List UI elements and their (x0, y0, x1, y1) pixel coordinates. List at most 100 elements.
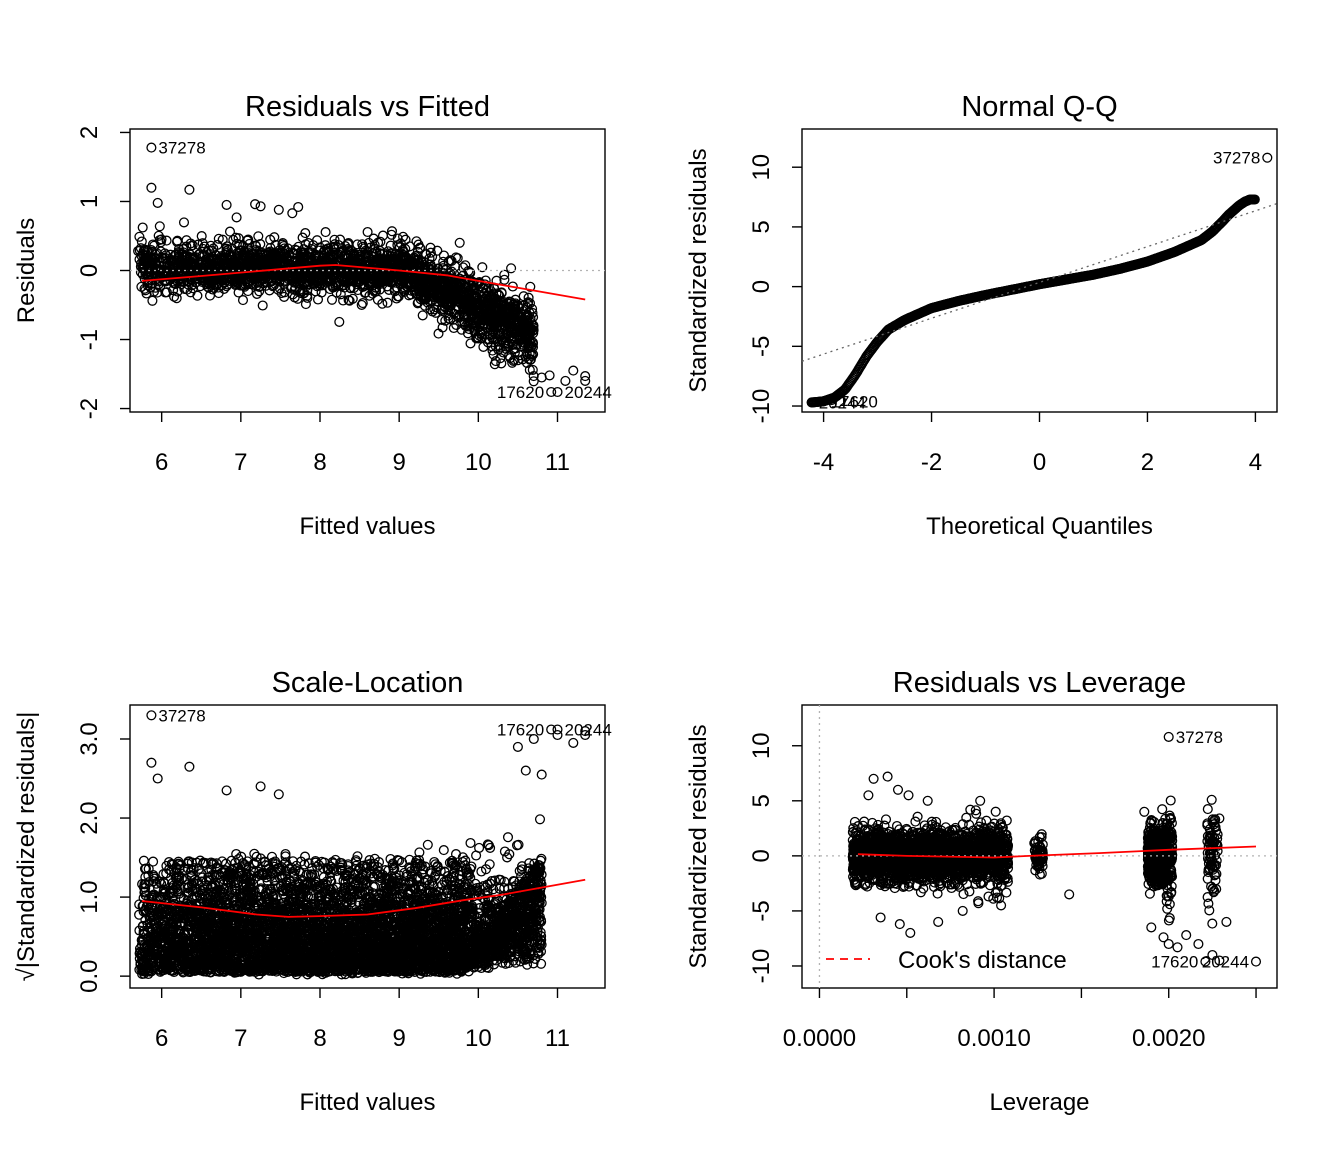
resid-fitted-point-label: 17620 (497, 383, 544, 402)
resid-fitted-point (230, 280, 241, 291)
resid-fitted-point (269, 232, 280, 243)
resid-fitted-y-tick-label: 1 (76, 195, 103, 208)
resid-fitted-point (138, 256, 149, 267)
resid-fitted-point (357, 298, 368, 309)
resid-fitted-point (502, 298, 513, 309)
resid-fitted-point (222, 263, 233, 274)
scale-location-point (534, 814, 546, 825)
resid-fitted-point (257, 247, 268, 258)
resid-fitted-point (300, 264, 311, 275)
scale-location-x-tick-label: 9 (392, 1025, 405, 1052)
resid-fitted-point (195, 268, 206, 279)
resid-fitted-point (411, 288, 422, 299)
resid-fitted-point (326, 294, 338, 305)
resid-fitted-point (521, 334, 532, 345)
resid-fitted-point (329, 278, 340, 289)
resid-fitted-point (253, 231, 264, 242)
resid-fitted-x-tick-label: 10 (465, 449, 492, 476)
resid-fitted-point (580, 371, 591, 382)
scale-location-point (474, 842, 485, 853)
resid-fitted-point (425, 304, 436, 315)
resid-fitted-point (395, 271, 406, 282)
normal-qq-labeled-point (806, 397, 817, 408)
resid-fitted-point (295, 247, 306, 258)
scale-location-points (134, 726, 591, 980)
resid-fitted-point (433, 328, 444, 339)
resid-fitted-point (506, 263, 517, 274)
resid-fitted-point (580, 375, 591, 386)
resid-fitted-point (389, 254, 400, 265)
resid-fitted-point (262, 274, 273, 285)
resid-fitted-point (221, 199, 232, 210)
normal-qq-point-label: 20244 (819, 393, 866, 412)
resid-fitted-point (352, 239, 363, 250)
resid-fitted-point (302, 279, 313, 290)
resid-fitted-point (473, 278, 484, 289)
resid-fitted-point (268, 253, 279, 264)
resid-fitted-point (338, 295, 349, 306)
resid-fitted-point (416, 275, 427, 286)
resid-fitted-point (425, 247, 436, 258)
normal-qq-y-tick-label: 5 (748, 220, 775, 233)
resid-fitted-point (140, 285, 151, 296)
resid-fitted-point (432, 292, 443, 304)
resid-fitted-point (152, 197, 163, 208)
normal-qq-y-tick-label: 10 (748, 154, 775, 181)
resid-fitted-point (231, 212, 242, 223)
resid-fitted-point (450, 252, 462, 263)
resid-fitted-point (219, 276, 230, 288)
resid-fitted-point (454, 237, 465, 248)
resid-fitted-point (276, 288, 287, 299)
resid-fitted-point (500, 308, 511, 319)
resid-fitted-x-tick-label: 7 (234, 449, 247, 476)
resid-fitted-point (288, 247, 299, 258)
resid-fitted-point (340, 251, 351, 262)
resid-fitted-point (270, 239, 281, 250)
resid-fitted-point (496, 358, 507, 369)
resid-fitted-point (230, 276, 241, 288)
resid-fitted-point (465, 267, 476, 279)
resid-fitted-point (186, 240, 197, 252)
resid-fitted-point (371, 248, 382, 259)
resid-fitted-point (406, 277, 417, 289)
resid-fitted-point (477, 262, 488, 273)
resid-fitted-point (217, 234, 228, 245)
resid-fitted-point (153, 276, 164, 287)
resid-fitted-point (179, 283, 190, 294)
resid-fitted-point (386, 226, 398, 237)
resid-fitted-point (232, 251, 244, 262)
resid-fitted-point (171, 293, 182, 304)
resid-fitted-point (448, 322, 459, 334)
resid-fitted-point (382, 297, 393, 308)
resid-fitted-point (205, 253, 217, 264)
resid-fitted-point (226, 251, 237, 263)
scale-location-y-tick-label: 2.0 (76, 801, 103, 834)
resid-fitted-point (428, 281, 439, 292)
resid-fitted-point (438, 256, 449, 267)
resid-fitted-point (433, 263, 444, 274)
resid-fitted-point (489, 359, 500, 370)
resid-fitted-point (347, 276, 358, 287)
normal-qq-labeled-point (826, 395, 837, 406)
resid-fitted-point (287, 208, 298, 219)
resid-fitted-point (357, 241, 369, 252)
resid-fitted-x-tick-label: 9 (392, 449, 405, 476)
resid-fitted-point (523, 292, 534, 303)
resid-fitted-point (169, 291, 180, 302)
resid-fitted-point (386, 229, 397, 240)
resid-fitted-point (136, 236, 147, 247)
scale-location-point (502, 852, 513, 863)
scale-location-y-tick-label: 0.0 (76, 959, 103, 992)
resid-fitted-point (516, 322, 527, 333)
resid-fitted-point (228, 234, 239, 245)
resid-fitted-smoother (141, 264, 586, 301)
scale-location-x-tick-label: 8 (313, 1025, 326, 1052)
resid-fitted-points (133, 182, 591, 387)
resid-fitted-point (372, 278, 383, 290)
resid-fitted-point (502, 319, 513, 330)
resid-fitted-point (568, 365, 579, 376)
resid-fitted-point (459, 309, 470, 320)
resid-fitted-point (425, 259, 436, 270)
resid-fitted-point (525, 281, 536, 292)
resid-fitted-point (293, 259, 304, 270)
